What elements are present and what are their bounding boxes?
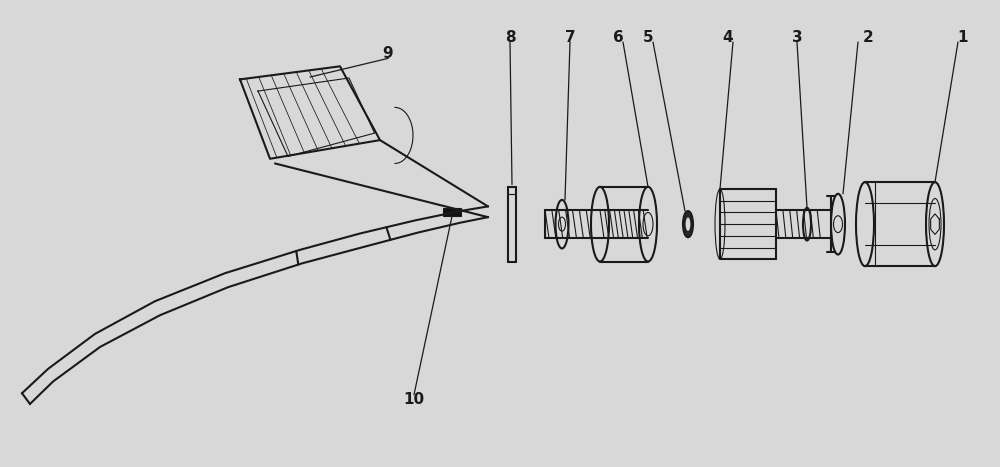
Text: 4: 4 xyxy=(723,30,733,45)
Text: 9: 9 xyxy=(383,46,393,61)
Text: 7: 7 xyxy=(565,30,575,45)
Ellipse shape xyxy=(856,182,874,266)
Text: 1: 1 xyxy=(958,30,968,45)
Ellipse shape xyxy=(639,187,657,262)
Text: 8: 8 xyxy=(505,30,515,45)
Text: 2: 2 xyxy=(863,30,873,45)
Text: 5: 5 xyxy=(643,30,653,45)
Text: 3: 3 xyxy=(792,30,802,45)
Ellipse shape xyxy=(685,217,691,232)
Text: 6: 6 xyxy=(613,30,623,45)
Ellipse shape xyxy=(591,187,609,262)
Ellipse shape xyxy=(831,194,845,255)
Bar xyxy=(443,208,461,216)
Ellipse shape xyxy=(715,189,725,259)
Ellipse shape xyxy=(556,200,568,248)
Ellipse shape xyxy=(683,211,693,237)
Text: 10: 10 xyxy=(403,392,425,407)
Ellipse shape xyxy=(926,182,944,266)
Ellipse shape xyxy=(803,208,811,241)
